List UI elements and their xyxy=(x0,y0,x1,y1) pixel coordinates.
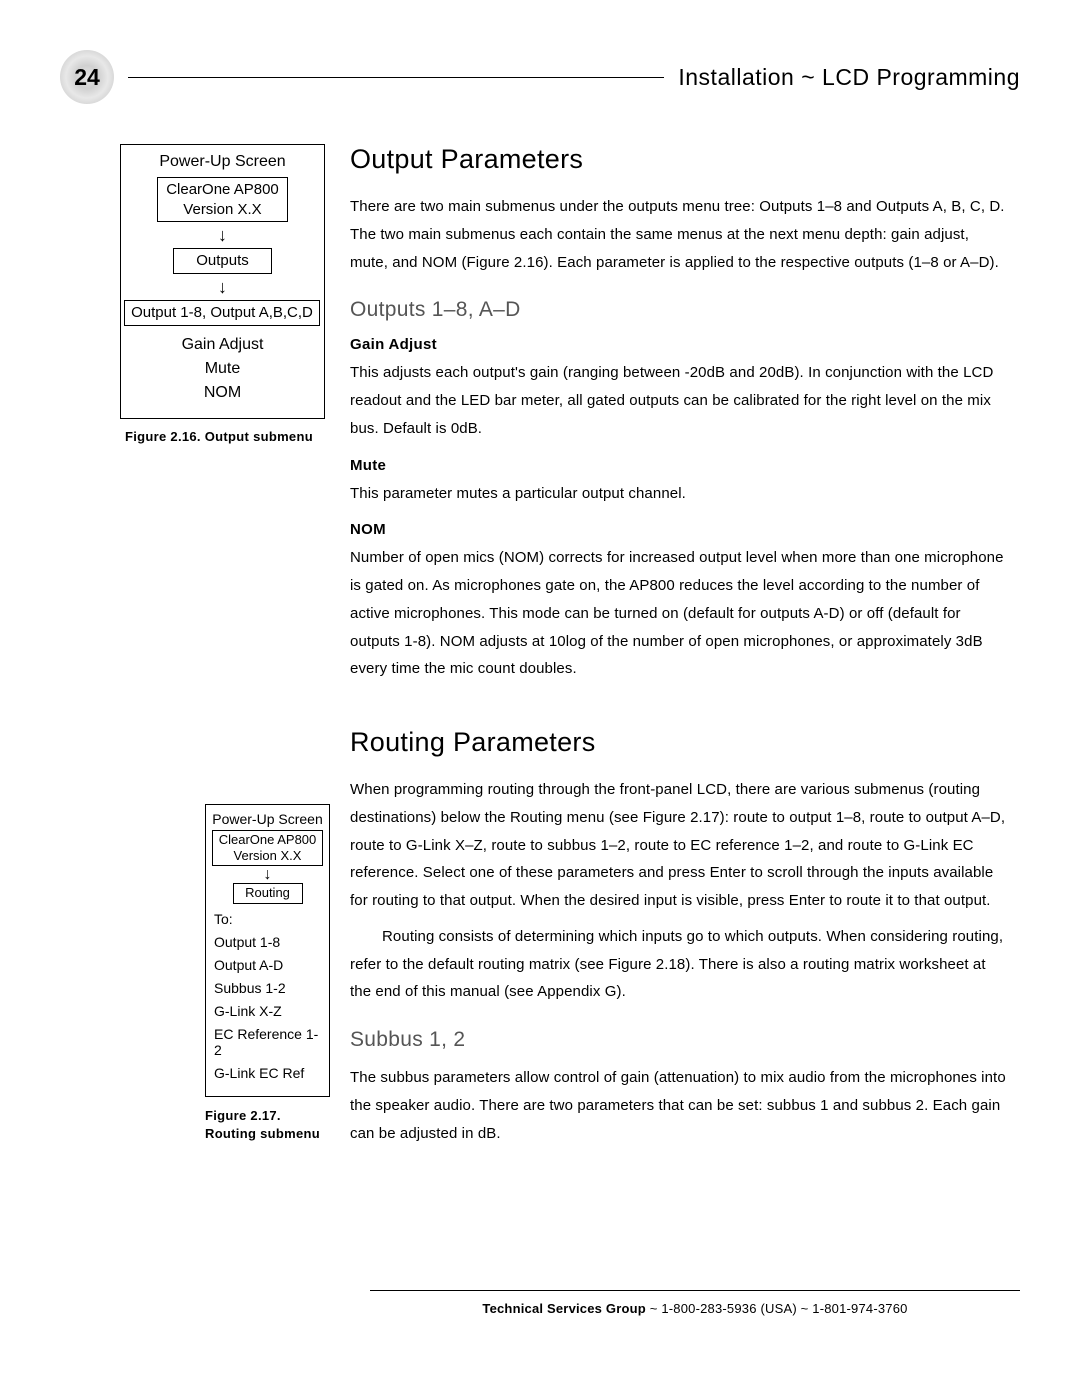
page-number-badge: 24 xyxy=(60,50,114,104)
footer-phone-intl: 1-801-974-3760 xyxy=(812,1301,907,1316)
spacer xyxy=(60,464,320,804)
section-title-output-parameters: Output Parameters xyxy=(350,144,1010,175)
footer-sep: ~ xyxy=(797,1301,812,1316)
header-title: Installation ~ LCD Programming xyxy=(678,64,1020,91)
content-columns: Power-Up Screen ClearOne AP800 Version X… xyxy=(60,144,1020,1163)
diagram-item: G-Link X-Z xyxy=(214,1003,323,1019)
param-title-mute: Mute xyxy=(350,457,1010,474)
diagram-item: Mute xyxy=(121,360,324,378)
subsection-title-outputs: Outputs 1–8, A–D xyxy=(350,298,1010,322)
spacer xyxy=(350,691,1010,727)
arrow-down-icon: ↓ xyxy=(121,280,324,294)
left-column: Power-Up Screen ClearOne AP800 Version X… xyxy=(60,144,320,1163)
paragraph: There are two main submenus under the ou… xyxy=(350,193,1010,276)
diagram-output: Power-Up Screen ClearOne AP800 Version X… xyxy=(120,144,325,419)
paragraph: This parameter mutes a particular output… xyxy=(350,480,1010,508)
diagram-root-label: Power-Up Screen xyxy=(212,811,323,827)
diagram-item: EC Reference 1-2 xyxy=(214,1026,323,1058)
right-column: Output Parameters There are two main sub… xyxy=(350,144,1020,1163)
page-header: 24 Installation ~ LCD Programming xyxy=(60,50,1020,104)
diagram-routing: Power-Up Screen ClearOne AP800 Version X… xyxy=(205,804,330,1097)
figure-routing-submenu: Power-Up Screen ClearOne AP800 Version X… xyxy=(60,804,320,1143)
figure-caption: Figure 2.17. Routing submenu xyxy=(205,1107,335,1143)
diagram-item: Gain Adjust xyxy=(121,336,324,354)
diagram-device-box: ClearOne AP800 Version X.X xyxy=(157,177,288,222)
paragraph: This adjusts each output's gain (ranging… xyxy=(350,359,1010,442)
header-rule xyxy=(128,77,664,78)
page-number: 24 xyxy=(74,64,100,91)
diagram-item: NOM xyxy=(121,384,324,402)
diagram-menu-box: Routing xyxy=(233,883,303,903)
page-footer: Technical Services Group ~ 1-800-283-593… xyxy=(370,1290,1020,1316)
page: 24 Installation ~ LCD Programming Power-… xyxy=(60,50,1020,1163)
figure-caption: Figure 2.16. Output submenu xyxy=(125,429,320,444)
diagram-item: Output 1-8 xyxy=(214,934,323,950)
diagram-item: G-Link EC Ref xyxy=(214,1065,323,1081)
diagram-item: Output A-D xyxy=(214,957,323,973)
paragraph: Number of open mics (NOM) corrects for i… xyxy=(350,544,1010,683)
param-title-nom: NOM xyxy=(350,521,1010,538)
footer-group: Technical Services Group xyxy=(482,1301,646,1316)
footer-phone-usa: 1-800-283-5936 (USA) xyxy=(661,1301,797,1316)
diagram-to-label: To: xyxy=(214,911,323,927)
figure-output-submenu: Power-Up Screen ClearOne AP800 Version X… xyxy=(60,144,320,444)
diagram-item: Subbus 1-2 xyxy=(214,980,323,996)
diagram-sub-box: Output 1-8, Output A,B,C,D xyxy=(124,300,320,326)
diagram-menu-box: Outputs xyxy=(173,248,272,274)
diagram-root-label: Power-Up Screen xyxy=(121,153,324,171)
section-title-routing-parameters: Routing Parameters xyxy=(350,727,1010,758)
param-title-gain-adjust: Gain Adjust xyxy=(350,336,1010,353)
subsection-title-subbus: Subbus 1, 2 xyxy=(350,1028,1010,1052)
arrow-down-icon: ↓ xyxy=(121,228,324,242)
arrow-down-icon: ↓ xyxy=(212,869,323,880)
paragraph: The subbus parameters allow control of g… xyxy=(350,1064,1010,1147)
diagram-device-box: ClearOne AP800 Version X.X xyxy=(212,830,323,867)
footer-sep: ~ xyxy=(646,1301,661,1316)
paragraph: Routing consists of determining which in… xyxy=(350,923,1010,1006)
paragraph: When programming routing through the fro… xyxy=(350,776,1010,915)
